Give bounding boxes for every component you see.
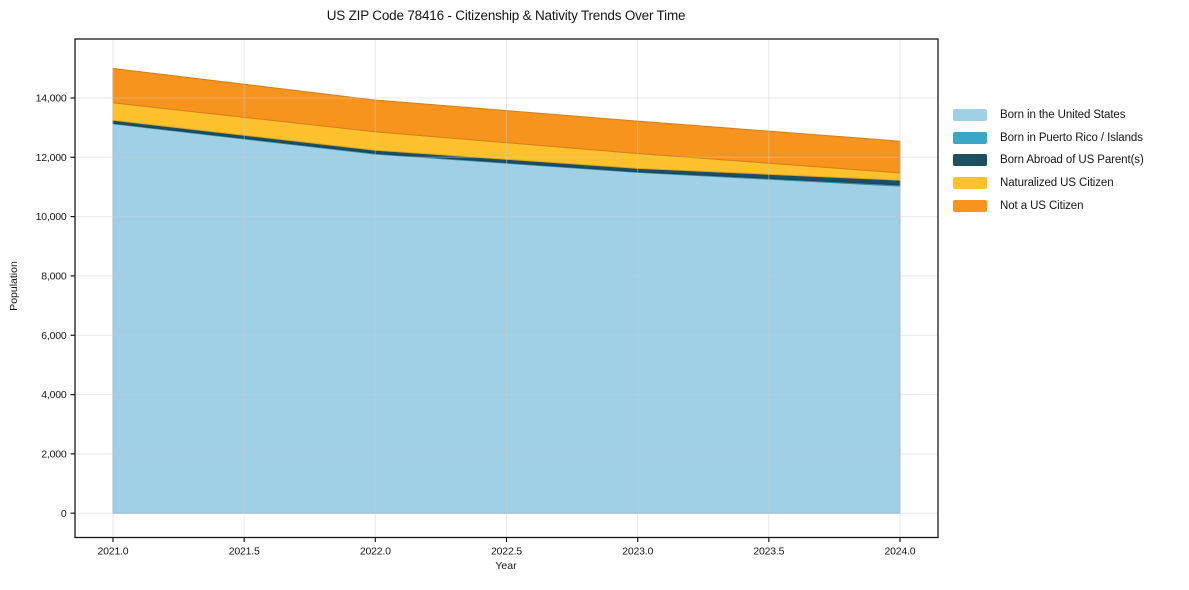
x-tick-label: 2022.0 <box>360 546 391 558</box>
legend-label: Not a US Citizen <box>1000 199 1084 212</box>
legend-swatch <box>953 109 987 122</box>
legend-label: Naturalized US Citizen <box>1000 177 1114 190</box>
x-tick-label: 2023.0 <box>622 546 653 558</box>
legend-swatch <box>953 131 987 144</box>
legend-swatch <box>953 199 987 212</box>
x-tick-label: 2021.0 <box>98 546 129 558</box>
chart-title: US ZIP Code 78416 - Citizenship & Nativi… <box>326 8 686 23</box>
y-tick-label: 0 <box>61 508 67 520</box>
areas <box>112 67 901 514</box>
y-tick-label: 4,000 <box>41 389 67 401</box>
legend-label: Born in the United States <box>1000 109 1126 122</box>
y-tick-label: 6,000 <box>41 330 67 342</box>
y-tick-label: 14,000 <box>36 93 67 105</box>
legend-swatch <box>953 154 987 167</box>
y-tick-label: 2,000 <box>41 449 67 461</box>
y-axis-label: Population <box>8 261 20 311</box>
legend: Born in the United States Born in Puerto … <box>953 104 1144 217</box>
area-series-4 <box>112 67 901 174</box>
y-tick-label: 10,000 <box>36 211 67 223</box>
y-tick-label: 12,000 <box>36 152 67 164</box>
x-axis-label: Year <box>495 560 517 572</box>
legend-swatch <box>953 177 987 190</box>
y-tick-label: 8,000 <box>41 271 67 283</box>
legend-item-1: Born in Puerto Rico / Islands <box>953 127 1144 150</box>
x-tick-label: 2022.5 <box>491 546 522 558</box>
gridlines <box>76 40 937 537</box>
x-axis: 2021.0 2021.5 2022.0 2022.5 2023.0 2023.5 2024… <box>98 537 916 558</box>
legend-item-3: Naturalized US Citizen <box>953 172 1144 195</box>
legend-item-0: Born in the United States <box>953 104 1144 127</box>
x-tick-label: 2024.0 <box>885 546 916 558</box>
legend-item-2: Born Abroad of US Parent(s) <box>953 149 1144 172</box>
y-axis: 0 2,000 4,000 6,000 8,000 10,000 12,000 14,000 <box>36 93 75 520</box>
legend-label: Born Abroad of US Parent(s) <box>1000 154 1144 167</box>
legend-label: Born in Puerto Rico / Islands <box>1000 131 1143 144</box>
legend-item-4: Not a US Citizen <box>953 194 1144 217</box>
x-tick-label: 2021.5 <box>229 546 260 558</box>
x-tick-label: 2023.5 <box>753 546 784 558</box>
